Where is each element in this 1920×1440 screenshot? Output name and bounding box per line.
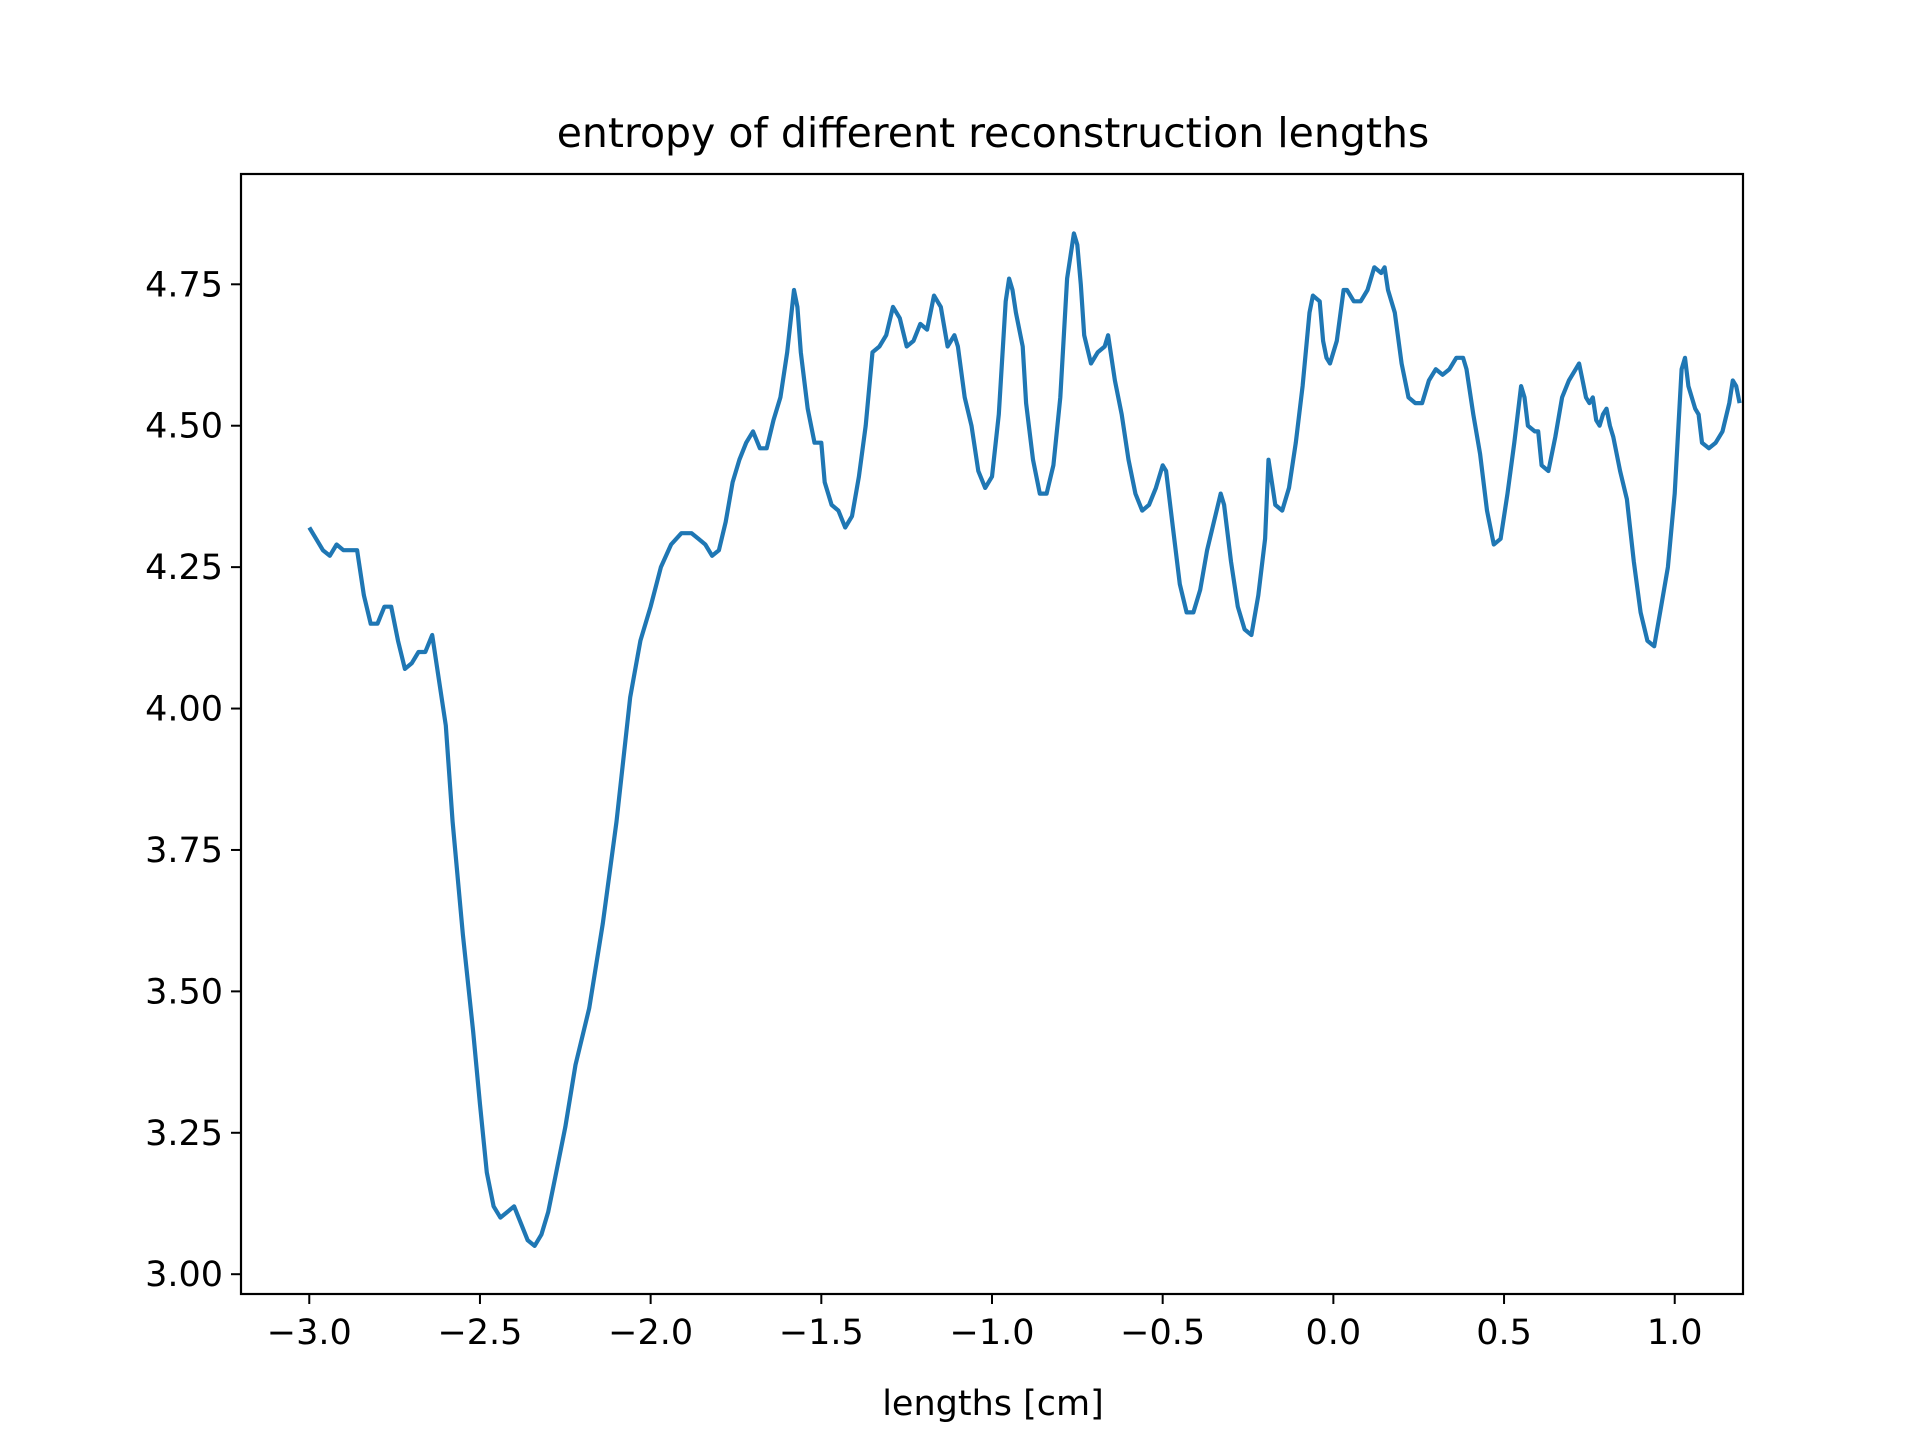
series-line (307, 231, 1742, 1248)
x-tick-label: −2.0 (608, 1313, 693, 1353)
plot-frame (239, 172, 1745, 1296)
x-tick-label: 0.5 (1476, 1313, 1532, 1353)
y-tick-label: 3.00 (145, 1255, 223, 1295)
x-tick-label: 1.0 (1647, 1313, 1703, 1353)
y-tick-label: 4.25 (145, 548, 223, 588)
x-tick-label: −2.5 (437, 1313, 522, 1353)
x-tick-label: −0.5 (1120, 1313, 1205, 1353)
y-tick-label: 3.50 (145, 972, 223, 1012)
y-axis-ticks: 3.00 3.25 3.50 3.75 4.00 4.25 4.50 4.75 (145, 265, 241, 1295)
y-tick-label: 4.75 (145, 265, 223, 305)
x-tick-label: −3.0 (267, 1313, 352, 1353)
x-axis-ticks: −3.0 −2.5 −2.0 −1.5 −1.0 −0.5 0.0 0.5 1.0 (267, 1294, 1703, 1353)
y-tick-label: 3.75 (145, 831, 223, 871)
y-tick-label: 3.25 (145, 1114, 223, 1154)
x-axis-label: lengths [cm] (882, 1384, 1104, 1424)
y-tick-label: 4.50 (145, 407, 223, 447)
x-tick-label: −1.0 (950, 1313, 1035, 1353)
x-tick-label: −1.5 (779, 1313, 864, 1353)
y-tick-label: 4.00 (145, 690, 223, 730)
x-tick-label: 0.0 (1306, 1313, 1362, 1353)
chart-title: entropy of different reconstruction leng… (557, 109, 1430, 157)
